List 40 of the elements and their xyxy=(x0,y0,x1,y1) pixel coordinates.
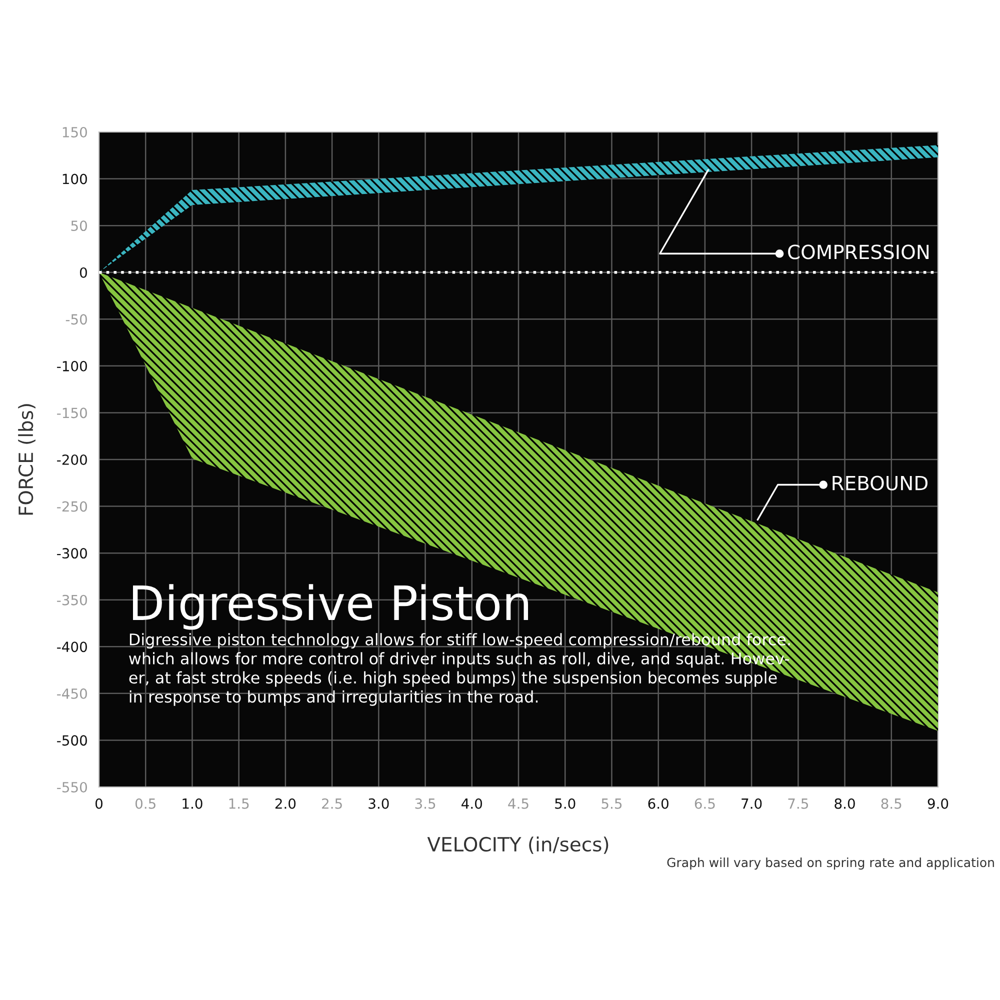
x-tick-label: 5.5 xyxy=(602,798,622,809)
x-tick-label: 9.0 xyxy=(928,798,948,809)
x-tick-label: 0.5 xyxy=(135,798,156,809)
x-tick-label: 0 xyxy=(95,798,102,809)
text: Graph will vary based on spring rate and application xyxy=(667,858,994,870)
y-tick-label: -450 xyxy=(57,688,87,699)
x-tick-label: 2.5 xyxy=(322,798,342,809)
y-tick-label: -350 xyxy=(57,594,87,606)
text: Digressive Piston xyxy=(133,584,528,630)
x-tick-label: 6.0 xyxy=(648,798,668,809)
x-tick-label: 7.0 xyxy=(742,798,762,809)
x-tick-label: 2.0 xyxy=(275,798,296,809)
y-tick-label: 150 xyxy=(62,126,87,138)
y-tick-label: -150 xyxy=(57,408,87,418)
y-tick-label: 50 xyxy=(71,220,87,232)
x-tick-label: 5.0 xyxy=(555,798,576,809)
annotation: REBOUND xyxy=(832,476,928,490)
x-tick-label: 4.0 xyxy=(462,798,482,809)
x-tick-label: 1.5 xyxy=(229,798,249,809)
x-tick-label: 6.5 xyxy=(694,798,715,809)
x-tick-label: 7.5 xyxy=(788,798,808,809)
x-tick-label: 3.5 xyxy=(415,798,436,809)
y-tick-label: 0 xyxy=(80,267,87,278)
x-axis-title: VELOCITY (in/secs) xyxy=(427,836,608,854)
x-tick-label: 8.0 xyxy=(834,798,855,809)
y-tick-label: -50 xyxy=(66,314,87,325)
x-tick-label: 8.5 xyxy=(881,798,902,809)
x-tick-label: 3.0 xyxy=(368,798,389,809)
y-tick-label: -250 xyxy=(57,501,87,512)
annotation: COMPRESSION xyxy=(788,244,929,260)
x-tick-label: 1.0 xyxy=(182,798,202,809)
y-tick-label: -100 xyxy=(57,360,87,372)
y-tick-label: -400 xyxy=(57,642,87,652)
y-tick-label: -550 xyxy=(57,782,87,792)
x-tick-label: 4.5 xyxy=(508,798,528,809)
y-tick-label: -500 xyxy=(57,735,87,746)
y-tick-label: -300 xyxy=(57,548,87,559)
y-tick-label: -200 xyxy=(57,454,87,465)
y-axis-title: FORCE (lbs) xyxy=(18,404,36,515)
y-tick-label: 100 xyxy=(62,174,87,184)
